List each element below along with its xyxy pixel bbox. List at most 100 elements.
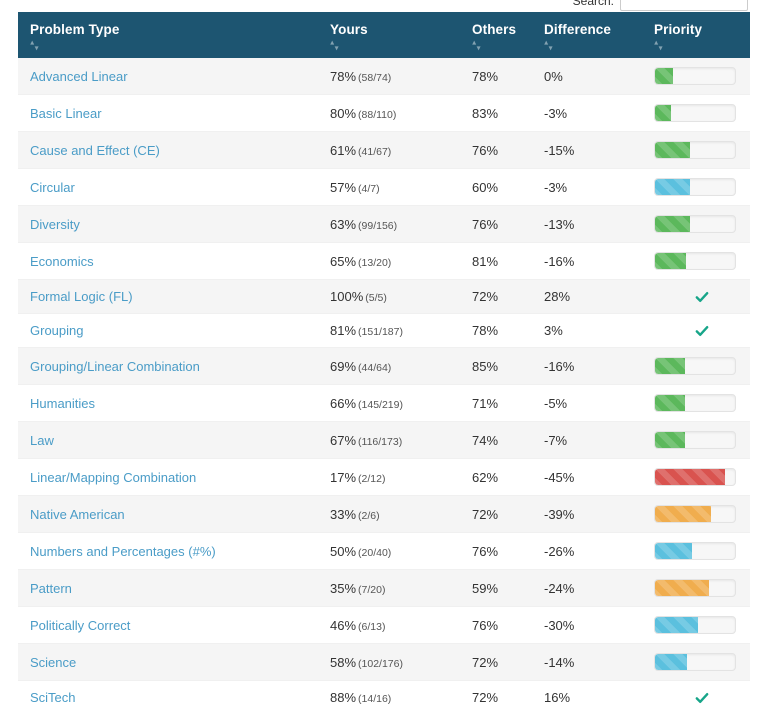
problem-type-link[interactable]: Formal Logic (FL) — [30, 289, 133, 304]
cell-others: 83% — [460, 94, 532, 132]
priority-bar-fill — [655, 654, 687, 670]
priority-indicator — [654, 290, 750, 304]
priority-bar-fill — [655, 543, 692, 559]
yours-percent: 63% — [330, 216, 357, 232]
cell-yours: 67% (116/173) — [318, 421, 460, 459]
cell-yours: 33% (2/6) — [318, 495, 460, 533]
table-row: Humanities 66% (145/219) 71% -5% — [18, 384, 750, 422]
yours-percent: 80% — [330, 105, 357, 121]
problem-type-link[interactable]: Grouping/Linear Combination — [30, 358, 200, 374]
yours-percent: 66% — [330, 395, 357, 411]
cell-priority — [642, 94, 750, 132]
problem-type-link[interactable]: Circular — [30, 179, 75, 195]
yours-fraction: (116/173) — [358, 435, 403, 448]
priority-bar-track — [654, 653, 736, 671]
priority-bar-track — [654, 505, 736, 523]
yours-percent: 57% — [330, 179, 357, 195]
cell-problem-type: Diversity — [18, 205, 318, 243]
cell-difference: -7% — [532, 421, 642, 459]
cell-yours: 61% (41/67) — [318, 131, 460, 169]
yours-fraction: (20/40) — [358, 546, 392, 559]
problem-type-link[interactable]: Science — [30, 654, 77, 670]
cell-yours: 63% (99/156) — [318, 205, 460, 243]
column-header-others[interactable]: Others — [460, 12, 532, 58]
checkmark-icon — [695, 290, 709, 304]
problem-type-link[interactable]: Law — [30, 432, 54, 448]
priority-bar-fill — [655, 395, 685, 411]
yours-fraction: (13/20) — [358, 256, 392, 269]
problem-type-link[interactable]: SciTech — [30, 690, 76, 705]
yours-fraction: (4/7) — [358, 182, 380, 195]
cell-others: 72% — [460, 643, 532, 681]
cell-difference: 3% — [532, 313, 642, 348]
table-header: Problem Type Yours — [18, 12, 750, 58]
priority-bar-track — [654, 178, 736, 196]
cell-priority — [642, 347, 750, 385]
problem-type-link[interactable]: Politically Correct — [30, 617, 131, 633]
problem-type-link[interactable]: Humanities — [30, 395, 96, 411]
yours-percent: 61% — [330, 142, 357, 158]
problem-type-link[interactable]: Cause and Effect (CE) — [30, 142, 160, 158]
priority-bar-track — [654, 616, 736, 634]
cell-difference: -24% — [532, 569, 642, 607]
cell-priority — [642, 532, 750, 570]
column-header-problem-type[interactable]: Problem Type — [18, 12, 318, 58]
problem-type-link[interactable]: Advanced Linear — [30, 68, 128, 84]
sort-icon[interactable] — [654, 40, 663, 51]
yours-percent: 35% — [330, 580, 357, 596]
cell-difference: -13% — [532, 205, 642, 243]
cell-yours: 88% (14/16) — [318, 680, 460, 707]
cell-difference: -45% — [532, 458, 642, 496]
priority-bar-track — [654, 431, 736, 449]
problem-type-link[interactable]: Grouping — [30, 323, 84, 338]
cell-problem-type: Numbers and Percentages (#%) — [18, 532, 318, 570]
cell-priority — [642, 421, 750, 459]
priority-bar-fill — [655, 469, 725, 485]
problem-type-link[interactable]: Pattern — [30, 580, 72, 596]
sort-icon[interactable] — [544, 40, 553, 51]
yours-percent: 17% — [330, 469, 357, 485]
problem-type-link[interactable]: Linear/Mapping Combination — [30, 469, 197, 485]
cell-problem-type: Grouping/Linear Combination — [18, 347, 318, 385]
cell-others: 59% — [460, 569, 532, 607]
cell-yours: 17% (2/12) — [318, 458, 460, 496]
column-header-yours[interactable]: Yours — [318, 12, 460, 58]
table-row: SciTech 88% (14/16) 72% 16% — [18, 680, 750, 707]
cell-others: 62% — [460, 458, 532, 496]
column-header-priority[interactable]: Priority — [642, 12, 750, 58]
cell-problem-type: Linear/Mapping Combination — [18, 458, 318, 496]
column-header-difference[interactable]: Difference — [532, 12, 642, 58]
cell-difference: 16% — [532, 680, 642, 707]
problem-type-link[interactable]: Numbers and Percentages (#%) — [30, 543, 216, 559]
problem-type-link[interactable]: Basic Linear — [30, 105, 102, 121]
cell-yours: 35% (7/20) — [318, 569, 460, 607]
problem-type-link[interactable]: Diversity — [30, 216, 80, 232]
cell-problem-type: Politically Correct — [18, 606, 318, 644]
cell-yours: 65% (13/20) — [318, 242, 460, 280]
search-control: Search: — [0, 0, 748, 12]
column-label-problem-type: Problem Type — [30, 22, 120, 37]
cell-difference: -30% — [532, 606, 642, 644]
cell-priority — [642, 279, 750, 314]
search-input[interactable] — [620, 0, 748, 11]
sort-icon[interactable] — [30, 40, 39, 51]
problem-type-link[interactable]: Economics — [30, 253, 94, 269]
yours-fraction: (6/13) — [358, 620, 386, 633]
cell-problem-type: Grouping — [18, 313, 318, 348]
cell-others: 76% — [460, 131, 532, 169]
priority-indicator — [654, 691, 750, 705]
sort-icon[interactable] — [472, 40, 481, 51]
column-label-difference: Difference — [544, 22, 612, 37]
cell-yours: 78% (58/74) — [318, 58, 460, 95]
cell-others: 78% — [460, 313, 532, 348]
sort-icon[interactable] — [330, 40, 339, 51]
column-label-priority: Priority — [654, 22, 703, 37]
cell-difference: -16% — [532, 242, 642, 280]
priority-bar-track — [654, 67, 736, 85]
table-row: Diversity 63% (99/156) 76% -13% — [18, 205, 750, 243]
cell-difference: -39% — [532, 495, 642, 533]
problem-type-link[interactable]: Native American — [30, 506, 125, 522]
cell-others: 78% — [460, 58, 532, 95]
cell-yours: 81% (151/187) — [318, 313, 460, 348]
priority-bar-track — [654, 141, 736, 159]
